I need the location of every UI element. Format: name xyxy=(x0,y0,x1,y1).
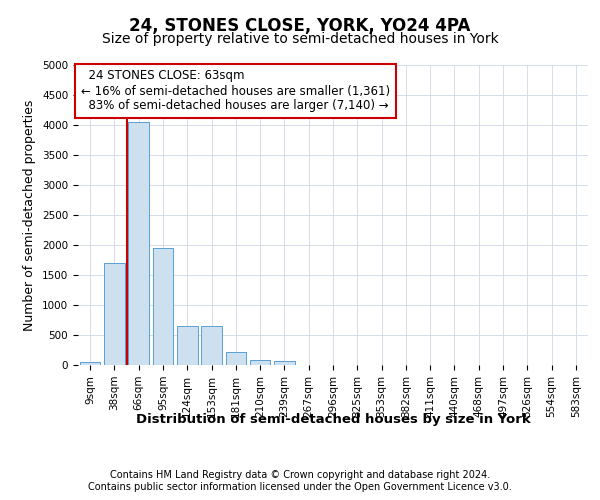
Text: 24, STONES CLOSE, YORK, YO24 4PA: 24, STONES CLOSE, YORK, YO24 4PA xyxy=(130,18,470,36)
Text: Size of property relative to semi-detached houses in York: Size of property relative to semi-detach… xyxy=(101,32,499,46)
Text: Contains public sector information licensed under the Open Government Licence v3: Contains public sector information licen… xyxy=(88,482,512,492)
Bar xyxy=(177,326,197,365)
Text: 24 STONES CLOSE: 63sqm
← 16% of semi-detached houses are smaller (1,361)
  83% o: 24 STONES CLOSE: 63sqm ← 16% of semi-det… xyxy=(80,70,389,112)
Text: Contains HM Land Registry data © Crown copyright and database right 2024.: Contains HM Land Registry data © Crown c… xyxy=(110,470,490,480)
Bar xyxy=(226,352,246,365)
Bar xyxy=(104,263,125,365)
Bar xyxy=(128,122,149,365)
Bar xyxy=(274,361,295,365)
Y-axis label: Number of semi-detached properties: Number of semi-detached properties xyxy=(23,100,37,330)
Bar xyxy=(250,360,271,365)
Bar xyxy=(80,362,100,365)
Bar xyxy=(152,248,173,365)
Text: Distribution of semi-detached houses by size in York: Distribution of semi-detached houses by … xyxy=(136,412,530,426)
Bar xyxy=(201,326,222,365)
